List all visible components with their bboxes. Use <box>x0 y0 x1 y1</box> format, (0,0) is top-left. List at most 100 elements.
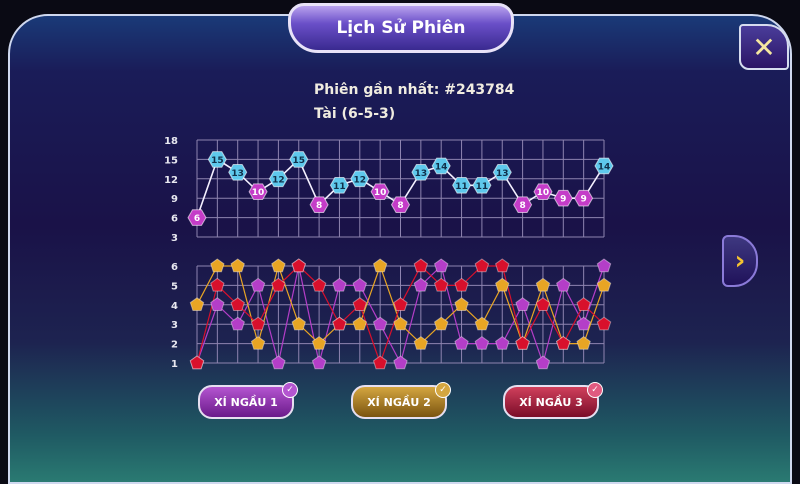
dice1-point <box>393 355 408 370</box>
sum-marker <box>207 151 227 168</box>
dice3-point <box>189 355 205 370</box>
sum-point: 14 <box>594 157 614 175</box>
sum-marker <box>492 164 512 181</box>
next-button[interactable]: › <box>722 235 758 287</box>
sum-point: 13 <box>492 164 512 181</box>
sum-label: 15 <box>292 156 305 166</box>
sum-label: 13 <box>415 169 428 179</box>
sum-point: 10 <box>533 183 553 200</box>
sum-label: 10 <box>374 188 387 198</box>
sum-label: 10 <box>252 188 265 198</box>
sum-point: 13 <box>411 164 431 181</box>
latest-result: Tài (6-5-3) <box>314 106 396 122</box>
dice2-point <box>413 335 429 350</box>
sum-marker <box>370 183 390 200</box>
sum-point: 11 <box>472 177 492 194</box>
dice3-point <box>250 316 266 331</box>
dice3-point <box>576 297 591 311</box>
dice3-point <box>291 258 306 273</box>
dice2-point <box>433 316 449 331</box>
dice1-point <box>372 316 388 331</box>
sum-marker <box>350 170 370 188</box>
dice1-point <box>311 355 327 370</box>
dice1-point <box>250 277 266 292</box>
dice1-point <box>576 316 591 331</box>
sum-marker <box>594 157 614 175</box>
dice3-button[interactable]: XÍ NGẦU 3 ✓ <box>503 382 603 419</box>
sum-point: 8 <box>513 196 533 213</box>
chevron-right-icon: › <box>734 246 746 276</box>
dice3-point <box>495 258 510 273</box>
sum-point: 15 <box>289 151 309 168</box>
sum-marker <box>187 209 207 226</box>
sum-marker <box>309 196 329 213</box>
sum-marker <box>228 164 248 181</box>
dice3-point <box>352 297 368 311</box>
dice2-point <box>495 277 510 292</box>
sum-marker <box>248 183 268 200</box>
dice3-point <box>372 355 388 370</box>
y-tick-label: 3 <box>171 320 178 331</box>
dice3-label: XÍ NGẦU 3 <box>519 395 583 409</box>
dice3-point <box>311 277 327 292</box>
sum-point: 14 <box>431 157 451 175</box>
y-tick-label: 1 <box>171 359 178 370</box>
sum-point: 12 <box>268 170 288 188</box>
dice3-point <box>596 316 612 331</box>
dice1-point <box>271 355 286 370</box>
sum-label: 8 <box>397 201 403 211</box>
dice3-point <box>454 277 469 292</box>
dice3-point <box>515 335 530 350</box>
dice2-point <box>250 335 266 350</box>
dice2-label: XÍ NGẦU 2 <box>367 395 431 409</box>
dice1-point <box>495 335 510 350</box>
dice3-point <box>393 297 408 311</box>
dice1-point <box>454 335 469 350</box>
y-tick-label: 2 <box>171 340 178 351</box>
dice1-point <box>230 316 245 331</box>
dice3-point <box>413 258 429 273</box>
dice-chart-grid: 6 5 4 3 2 1 <box>171 262 605 370</box>
dice1-button[interactable]: XÍ NGẦU 1 ✓ <box>198 382 298 419</box>
sum-point: 15 <box>207 151 227 168</box>
dice2-point <box>291 316 306 331</box>
close-icon: ✕ <box>752 30 776 64</box>
sum-point: 8 <box>309 196 329 213</box>
sum-label: 11 <box>333 182 346 192</box>
sum-point: 10 <box>370 183 390 200</box>
sum-point: 11 <box>329 177 349 194</box>
dice2-point <box>311 335 327 350</box>
sum-marker <box>411 164 431 181</box>
y-tick-label: 9 <box>171 194 178 205</box>
sum-point: 11 <box>452 177 472 194</box>
dice2-point <box>393 316 408 331</box>
sum-marker <box>553 189 573 207</box>
dice2-point <box>535 277 551 292</box>
sum-label: 9 <box>560 195 566 205</box>
sum-label: 8 <box>316 201 322 211</box>
sum-label: 10 <box>537 188 550 198</box>
sum-label: 11 <box>476 182 489 192</box>
dice1-point <box>352 277 368 292</box>
check-icon: ✓ <box>587 382 603 398</box>
sum-marker <box>452 177 472 194</box>
dice1-label: XÍ NGẦU 1 <box>214 395 278 409</box>
y-tick-label: 5 <box>171 281 178 292</box>
sum-point: 13 <box>228 164 248 181</box>
y-tick-label: 6 <box>171 214 178 225</box>
dice2-button[interactable]: XÍ NGẦU 2 ✓ <box>351 382 451 419</box>
check-icon: ✓ <box>282 382 298 398</box>
dice2-point <box>372 258 388 273</box>
dice2-point <box>474 316 490 331</box>
dice1-point <box>556 277 571 292</box>
sum-label: 13 <box>231 169 244 179</box>
dice2-point <box>189 297 205 311</box>
sum-marker <box>329 177 349 194</box>
sum-point: 9 <box>553 189 573 207</box>
close-button[interactable]: ✕ <box>739 24 789 70</box>
sum-marker <box>268 170 288 188</box>
dice2-point <box>576 335 591 350</box>
y-tick-label: 12 <box>164 175 178 186</box>
dice3-point <box>474 258 490 273</box>
